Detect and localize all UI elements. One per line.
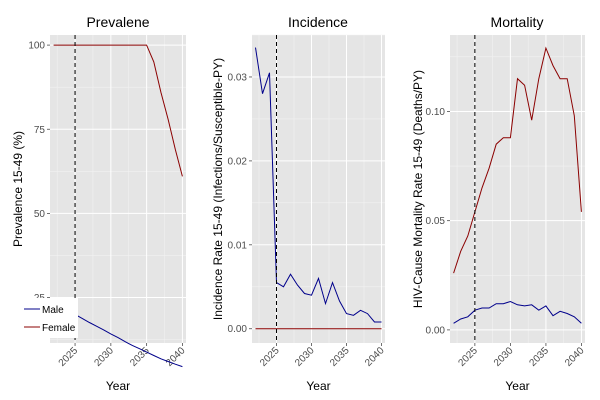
mortality-plot-background: [450, 35, 585, 343]
incidence-x-tick-label: 2035: [328, 345, 352, 369]
prevalence-y-axis-label: Prevalence 15-49 (%): [11, 131, 25, 247]
prevalence-x-tick-label: 2025: [57, 345, 81, 369]
mortality-y-tick-label: 0.00: [426, 325, 446, 336]
incidence-x-tick-label: 2040: [363, 345, 387, 369]
mortality-title: Mortality: [491, 14, 544, 30]
prevalence-x-tick-label: 2030: [92, 345, 116, 369]
incidence-y-axis-label: Incidence Rate 15-49 (Infections/Suscept…: [211, 58, 225, 320]
incidence-title: Incidence: [288, 14, 348, 30]
prevalence-x-tick-label: 2040: [164, 345, 188, 369]
incidence-y-tick-label: 0.01: [228, 240, 248, 251]
legend-label-female: Female: [42, 323, 76, 334]
mortality-y-tick-label: 0.10: [426, 107, 446, 118]
incidence-y-tick-label: 0.02: [228, 156, 248, 167]
prevalence-series-male: [74, 313, 183, 368]
mortality-y-axis-label: HIV-Cause Mortality Rate 15-49 (Deaths/P…: [411, 70, 425, 308]
prevalence-title: Prevalene: [86, 14, 149, 30]
prevalence-y-tick-label: 100: [28, 41, 45, 52]
mortality-x-tick-label: 2030: [492, 345, 516, 369]
prevalence-plot-background: [50, 35, 186, 343]
incidence-y-tick-label: 0.00: [228, 324, 248, 335]
mortality-x-tick-label: 2025: [456, 345, 480, 369]
incidence-panel: 0.00 0.01 0.02 0.03 2025 2030 2035 2040 Incidenc…: [211, 14, 387, 393]
prevalence-x-axis-label: Year: [106, 379, 130, 393]
legend-background: [22, 298, 78, 338]
incidence-x-tick-label: 2030: [293, 345, 317, 369]
prevalence-y-tick-label: 50: [34, 209, 46, 220]
incidence-x-tick-label: 2025: [258, 345, 282, 369]
incidence-x-axis-label: Year: [306, 379, 330, 393]
mortality-x-tick-label: 2040: [563, 345, 587, 369]
incidence-series-male: [255, 47, 382, 323]
legend: Male Female: [22, 298, 78, 338]
incidence-plot-background: [252, 35, 385, 343]
incidence-y-tick-label: 0.03: [228, 72, 248, 83]
mortality-x-tick-label: 2035: [528, 345, 552, 369]
mortality-y-tick-label: 0.05: [426, 216, 446, 227]
legend-label-male: Male: [42, 305, 64, 316]
mortality-panel: 0.00 0.05 0.10 2025 2030 2035 2040 Mortality Yea…: [411, 14, 587, 393]
mortality-x-axis-label: Year: [505, 379, 529, 393]
prevalence-y-tick-label: 75: [34, 125, 46, 136]
